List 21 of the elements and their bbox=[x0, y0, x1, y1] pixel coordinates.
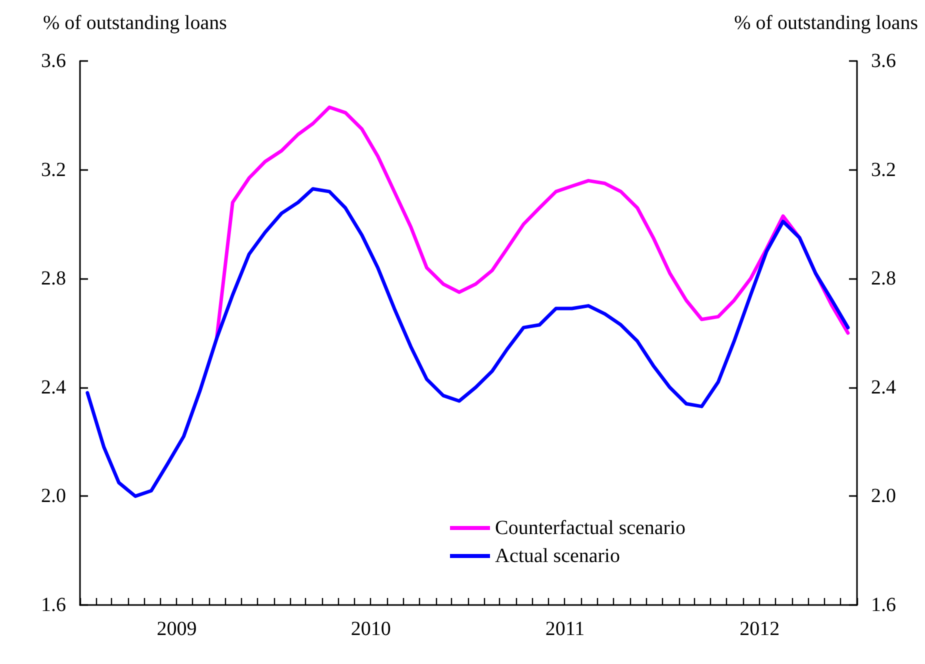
y2-tick-label: 3.2 bbox=[871, 158, 896, 181]
y2-tick-label: 2.8 bbox=[871, 268, 896, 290]
x-tick-label: 2009 bbox=[156, 618, 197, 640]
y-tick-label: 1.6 bbox=[41, 594, 66, 616]
y-tick-label: 3.2 bbox=[41, 158, 66, 181]
x-tick-label: 2011 bbox=[545, 618, 585, 640]
y-axis-title: % of outstanding loans bbox=[43, 12, 228, 34]
y2-tick-label: 2.0 bbox=[871, 485, 896, 508]
legend-label: Actual scenario bbox=[495, 545, 620, 567]
y-tick-label: 3.6 bbox=[41, 50, 66, 72]
line-series bbox=[86, 187, 850, 498]
y2-axis-title: % of outstanding loans bbox=[734, 12, 918, 34]
y2-tick-label: 2.4 bbox=[871, 376, 896, 398]
x-tick-label: 2010 bbox=[350, 618, 391, 640]
y-tick-label: 2.0 bbox=[41, 485, 66, 508]
y2-tick-label: 1.6 bbox=[871, 594, 896, 616]
y-tick-label: 2.8 bbox=[41, 268, 66, 290]
y-tick-label: 2.4 bbox=[41, 376, 66, 398]
y2-tick-label: 3.6 bbox=[871, 50, 896, 72]
legend-label: Counterfactual scenario bbox=[495, 517, 686, 539]
x-tick-label: 2012 bbox=[740, 618, 780, 640]
